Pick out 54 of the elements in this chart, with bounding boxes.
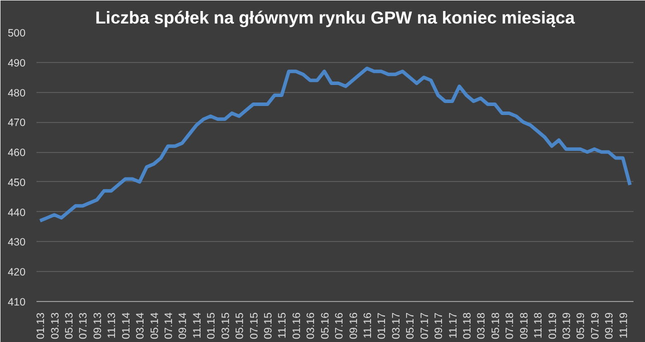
x-tick-label: 03.14 xyxy=(134,312,147,340)
x-tick-label: 05.19 xyxy=(575,312,588,340)
x-tick-label: 05.13 xyxy=(63,312,76,340)
y-tick-label: 490 xyxy=(8,57,26,70)
x-tick-label: 07.19 xyxy=(589,312,602,340)
x-tick-label: 09.15 xyxy=(262,312,274,340)
y-tick-label: 440 xyxy=(8,206,26,219)
x-tick-label: 11.16 xyxy=(362,312,374,338)
x-tick-label: 01.13 xyxy=(35,312,48,340)
x-tick-label: 03.15 xyxy=(220,312,232,340)
x-tick-label: 01.14 xyxy=(120,312,132,340)
x-tick-label: 05.17 xyxy=(404,312,417,340)
x-tick-label: 03.16 xyxy=(305,312,318,340)
x-tick-label: 05.16 xyxy=(319,312,332,340)
x-tick-label: 11.18 xyxy=(532,312,545,338)
x-tick-label: 01.19 xyxy=(546,312,559,340)
x-tick-label: 05.15 xyxy=(234,312,246,340)
x-tick-label: 11.17 xyxy=(447,312,460,338)
y-tick-label: 480 xyxy=(8,87,26,100)
x-tick-label: 07.17 xyxy=(418,312,431,340)
y-tick-label: 470 xyxy=(8,117,26,130)
x-tick-label: 11.19 xyxy=(618,312,630,338)
x-tick-label: 07.15 xyxy=(248,312,260,340)
x-tick-label: 09.19 xyxy=(604,312,616,340)
x-tick-label: 05.18 xyxy=(490,312,502,340)
x-tick-label: 11.15 xyxy=(276,312,289,338)
chart-title: Liczba spółek na głównym rynku GPW na koniec miesiąca xyxy=(95,8,576,28)
y-tick-label: 460 xyxy=(8,147,26,160)
x-tick-label: 01.16 xyxy=(290,312,303,340)
x-tick-label: 09.17 xyxy=(433,312,446,340)
x-tick-label: 09.14 xyxy=(177,312,190,340)
y-tick-label: 500 xyxy=(8,28,26,40)
x-tick-label: 11.14 xyxy=(191,312,204,338)
x-tick-label: 03.13 xyxy=(49,312,62,340)
x-tick-label: 09.18 xyxy=(518,312,530,340)
x-tick-label: 03.19 xyxy=(560,312,573,340)
x-tick-label: 07.16 xyxy=(334,312,346,340)
x-tick-label: 09.16 xyxy=(348,312,360,340)
x-tick-label: 07.18 xyxy=(504,312,516,340)
x-tick-label: 07.14 xyxy=(162,312,175,340)
x-tick-label: 03.17 xyxy=(390,312,402,340)
x-tick-label: 01.17 xyxy=(376,312,388,340)
x-tick-label: 01.18 xyxy=(461,312,474,340)
y-tick-label: 410 xyxy=(8,296,26,308)
line-series xyxy=(38,66,632,223)
x-tick-label: 11.13 xyxy=(106,312,118,338)
x-tick-label: 07.13 xyxy=(78,312,90,340)
y-tick-label: 450 xyxy=(8,176,26,189)
y-tick-label: 420 xyxy=(8,266,26,279)
x-tick-label: 01.15 xyxy=(206,312,218,340)
x-tick-label: 09.13 xyxy=(92,312,104,340)
x-tick-label: 05.14 xyxy=(148,312,161,340)
y-tick-label: 430 xyxy=(8,236,26,249)
x-tick-label: 03.18 xyxy=(476,312,488,340)
